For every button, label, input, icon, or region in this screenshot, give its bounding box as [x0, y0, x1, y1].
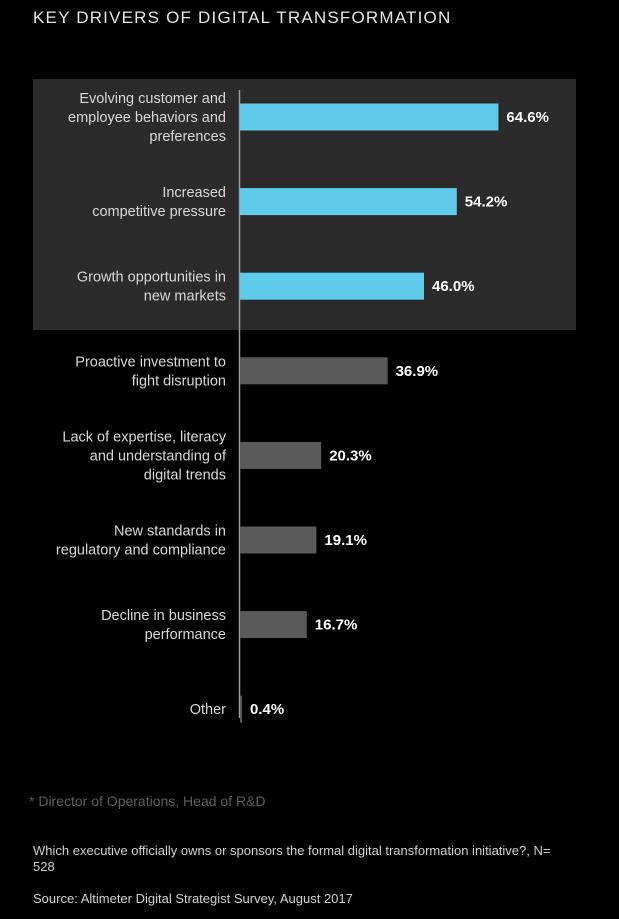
bar-8 [240, 695, 242, 723]
category-label-4: Proactive investment to fight disruption [75, 354, 226, 389]
value-label-2: 54.2% [465, 194, 508, 211]
category-label-2: Increased competitive pressure [92, 185, 226, 220]
bar-5 [240, 441, 322, 469]
footnote: * Director of Operations, Head of R&D [29, 793, 266, 809]
bar-7 [240, 611, 307, 639]
bar-1 [240, 103, 499, 131]
source-note: Source: Altimeter Digital Strategist Sur… [33, 891, 353, 906]
value-label-8: 0.4% [250, 701, 284, 718]
value-label-7: 16.7% [315, 617, 358, 634]
value-label-6: 19.1% [324, 532, 367, 549]
chart-title: KEY DRIVERS OF DIGITAL TRANSFORMATION [33, 8, 452, 27]
category-label-7: Decline in business performance [101, 608, 226, 643]
value-label-1: 64.6% [506, 109, 549, 126]
category-label-3: Growth opportunities in new markets [77, 270, 226, 305]
bar-chart: 64.6% Evolving customer and employee behav… [56, 90, 549, 723]
value-label-5: 20.3% [329, 447, 372, 464]
bar-3 [240, 272, 424, 300]
category-label-5: Lack of expertise, literacy and understan… [62, 429, 227, 483]
category-label-8: Other [190, 702, 226, 718]
bar-6 [240, 526, 317, 554]
category-label-1: Evolving customer and employee behaviors … [68, 91, 226, 145]
bar-4 [240, 357, 388, 385]
survey-question: Which executive officially owns or spons… [33, 843, 551, 874]
bar-2 [240, 188, 457, 216]
category-label-6: New standards in regulatory and complianc… [56, 524, 226, 559]
value-label-4: 36.9% [396, 363, 439, 380]
value-label-3: 46.0% [432, 278, 475, 295]
